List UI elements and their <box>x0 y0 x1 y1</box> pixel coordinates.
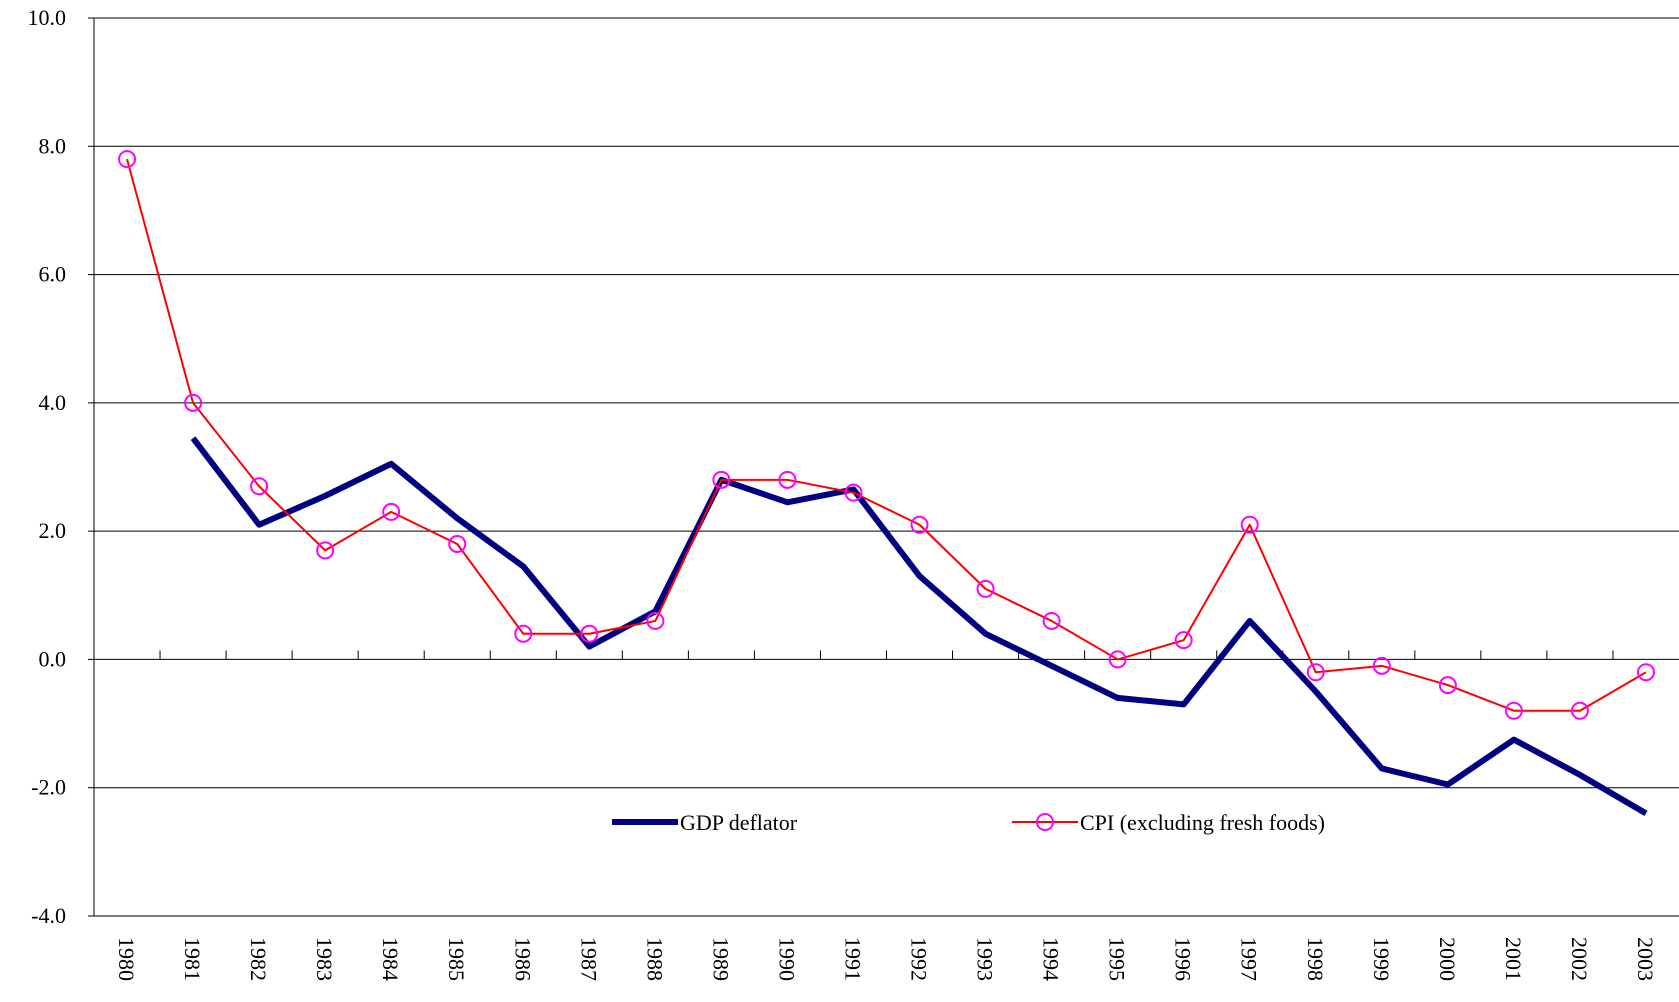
x-tick-label: 1985 <box>444 937 469 981</box>
data-point <box>514 624 533 643</box>
x-tick-label: 2003 <box>1633 937 1658 981</box>
data-point <box>250 477 269 496</box>
data-point <box>976 579 995 598</box>
y-tick-label: -4.0 <box>31 903 66 928</box>
data-point <box>316 541 335 560</box>
y-tick-label: 6.0 <box>39 262 67 287</box>
data-point <box>1372 656 1391 675</box>
x-tick-label: 1988 <box>642 937 667 981</box>
data-point <box>448 534 467 553</box>
x-tick-label: 1991 <box>840 937 865 981</box>
data-point <box>382 502 401 521</box>
data-point <box>1306 663 1325 682</box>
x-tick-label: 1987 <box>576 937 601 981</box>
x-tick-label: 1996 <box>1171 937 1196 981</box>
y-tick-label: 0.0 <box>39 646 67 671</box>
x-tick-label: 1994 <box>1039 937 1064 981</box>
y-tick-label: 8.0 <box>39 133 67 158</box>
data-point <box>712 470 731 489</box>
x-tick-label: 1986 <box>510 937 535 981</box>
data-point <box>778 470 797 489</box>
data-point <box>580 624 599 643</box>
x-tick-label: 1983 <box>312 937 337 981</box>
legend-marker <box>1036 813 1054 831</box>
x-tick-label: 2000 <box>1435 937 1460 981</box>
data-point <box>1042 611 1061 630</box>
x-tick-label: 1998 <box>1303 937 1328 981</box>
x-tick-label: 1992 <box>907 937 932 981</box>
y-tick-label: -2.0 <box>31 775 66 800</box>
x-tick-label: 1990 <box>774 937 799 981</box>
x-tick-label: 1995 <box>1105 937 1130 981</box>
y-tick-label: 2.0 <box>39 518 67 543</box>
x-tick-label: 1982 <box>246 937 271 981</box>
data-point <box>1636 663 1655 682</box>
x-tick-label: 1993 <box>973 937 998 981</box>
x-tick-label: 2002 <box>1567 937 1592 981</box>
y-tick-label: 10.0 <box>28 5 67 30</box>
x-tick-label: 1980 <box>114 937 139 981</box>
data-point <box>646 611 665 630</box>
x-tick-label: 2001 <box>1501 937 1526 981</box>
x-tick-label: 1999 <box>1369 937 1394 981</box>
data-point <box>184 393 203 412</box>
data-point <box>1438 676 1457 695</box>
series-line <box>190 436 1648 816</box>
x-tick-label: 1989 <box>708 937 733 981</box>
x-tick-label: 1984 <box>378 937 403 981</box>
legend-label: CPI (excluding fresh foods) <box>1080 810 1325 835</box>
data-point <box>1570 701 1589 720</box>
data-point <box>910 515 929 534</box>
data-point <box>1174 631 1193 650</box>
y-tick-label: 4.0 <box>39 390 67 415</box>
data-point <box>1240 515 1259 534</box>
data-point <box>118 150 137 169</box>
series-line <box>126 158 1647 712</box>
x-tick-label: 1981 <box>180 937 205 981</box>
data-point <box>844 483 863 502</box>
legend-box <box>524 790 1489 858</box>
data-point <box>1504 701 1523 720</box>
x-tick-label: 1997 <box>1237 937 1262 981</box>
legend-label: GDP deflator <box>680 810 798 835</box>
data-point <box>1108 650 1127 669</box>
